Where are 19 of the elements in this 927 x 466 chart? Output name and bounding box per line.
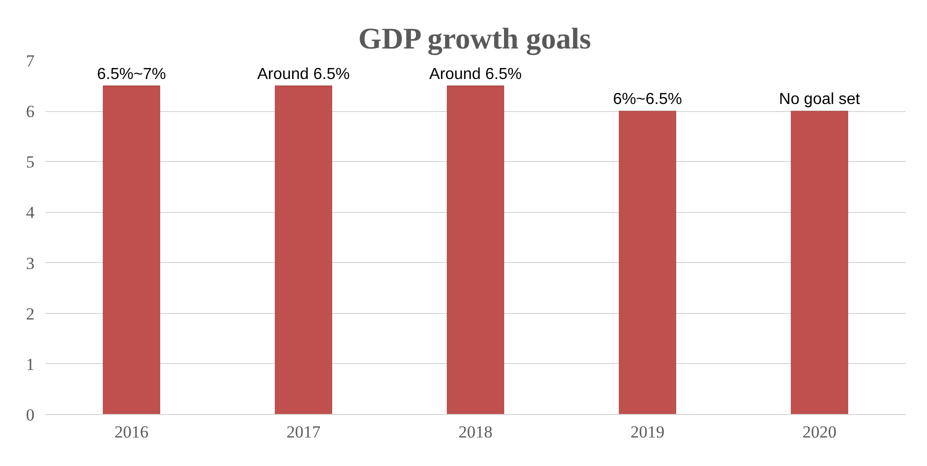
y-tick-label: 3 [26,254,34,273]
y-tick-label: 5 [26,152,34,172]
data-label: 6%~6.5% [613,91,682,108]
chart-title: GDP growth goals [358,22,592,56]
data-label: Around 6.5% [429,66,522,83]
y-tick-label: 6 [26,102,34,122]
y-tick-label: 0 [26,406,34,424]
x-tick-label: 2020 [802,422,836,442]
y-tick-label: 1 [26,354,34,374]
data-label: No goal set [779,91,861,108]
data-label: Around 6.5% [257,66,350,83]
x-tick-label: 2019 [630,422,664,442]
data-label: 6.5%~7% [97,66,166,83]
y-tick-label: 4 [26,203,35,222]
x-tick-label: 2018 [458,422,492,442]
y-tick-label: 2 [26,304,34,324]
x-tick-label: 2016 [114,422,148,442]
y-tick-label: 7 [26,52,35,70]
x-tick-label: 2017 [286,422,321,442]
